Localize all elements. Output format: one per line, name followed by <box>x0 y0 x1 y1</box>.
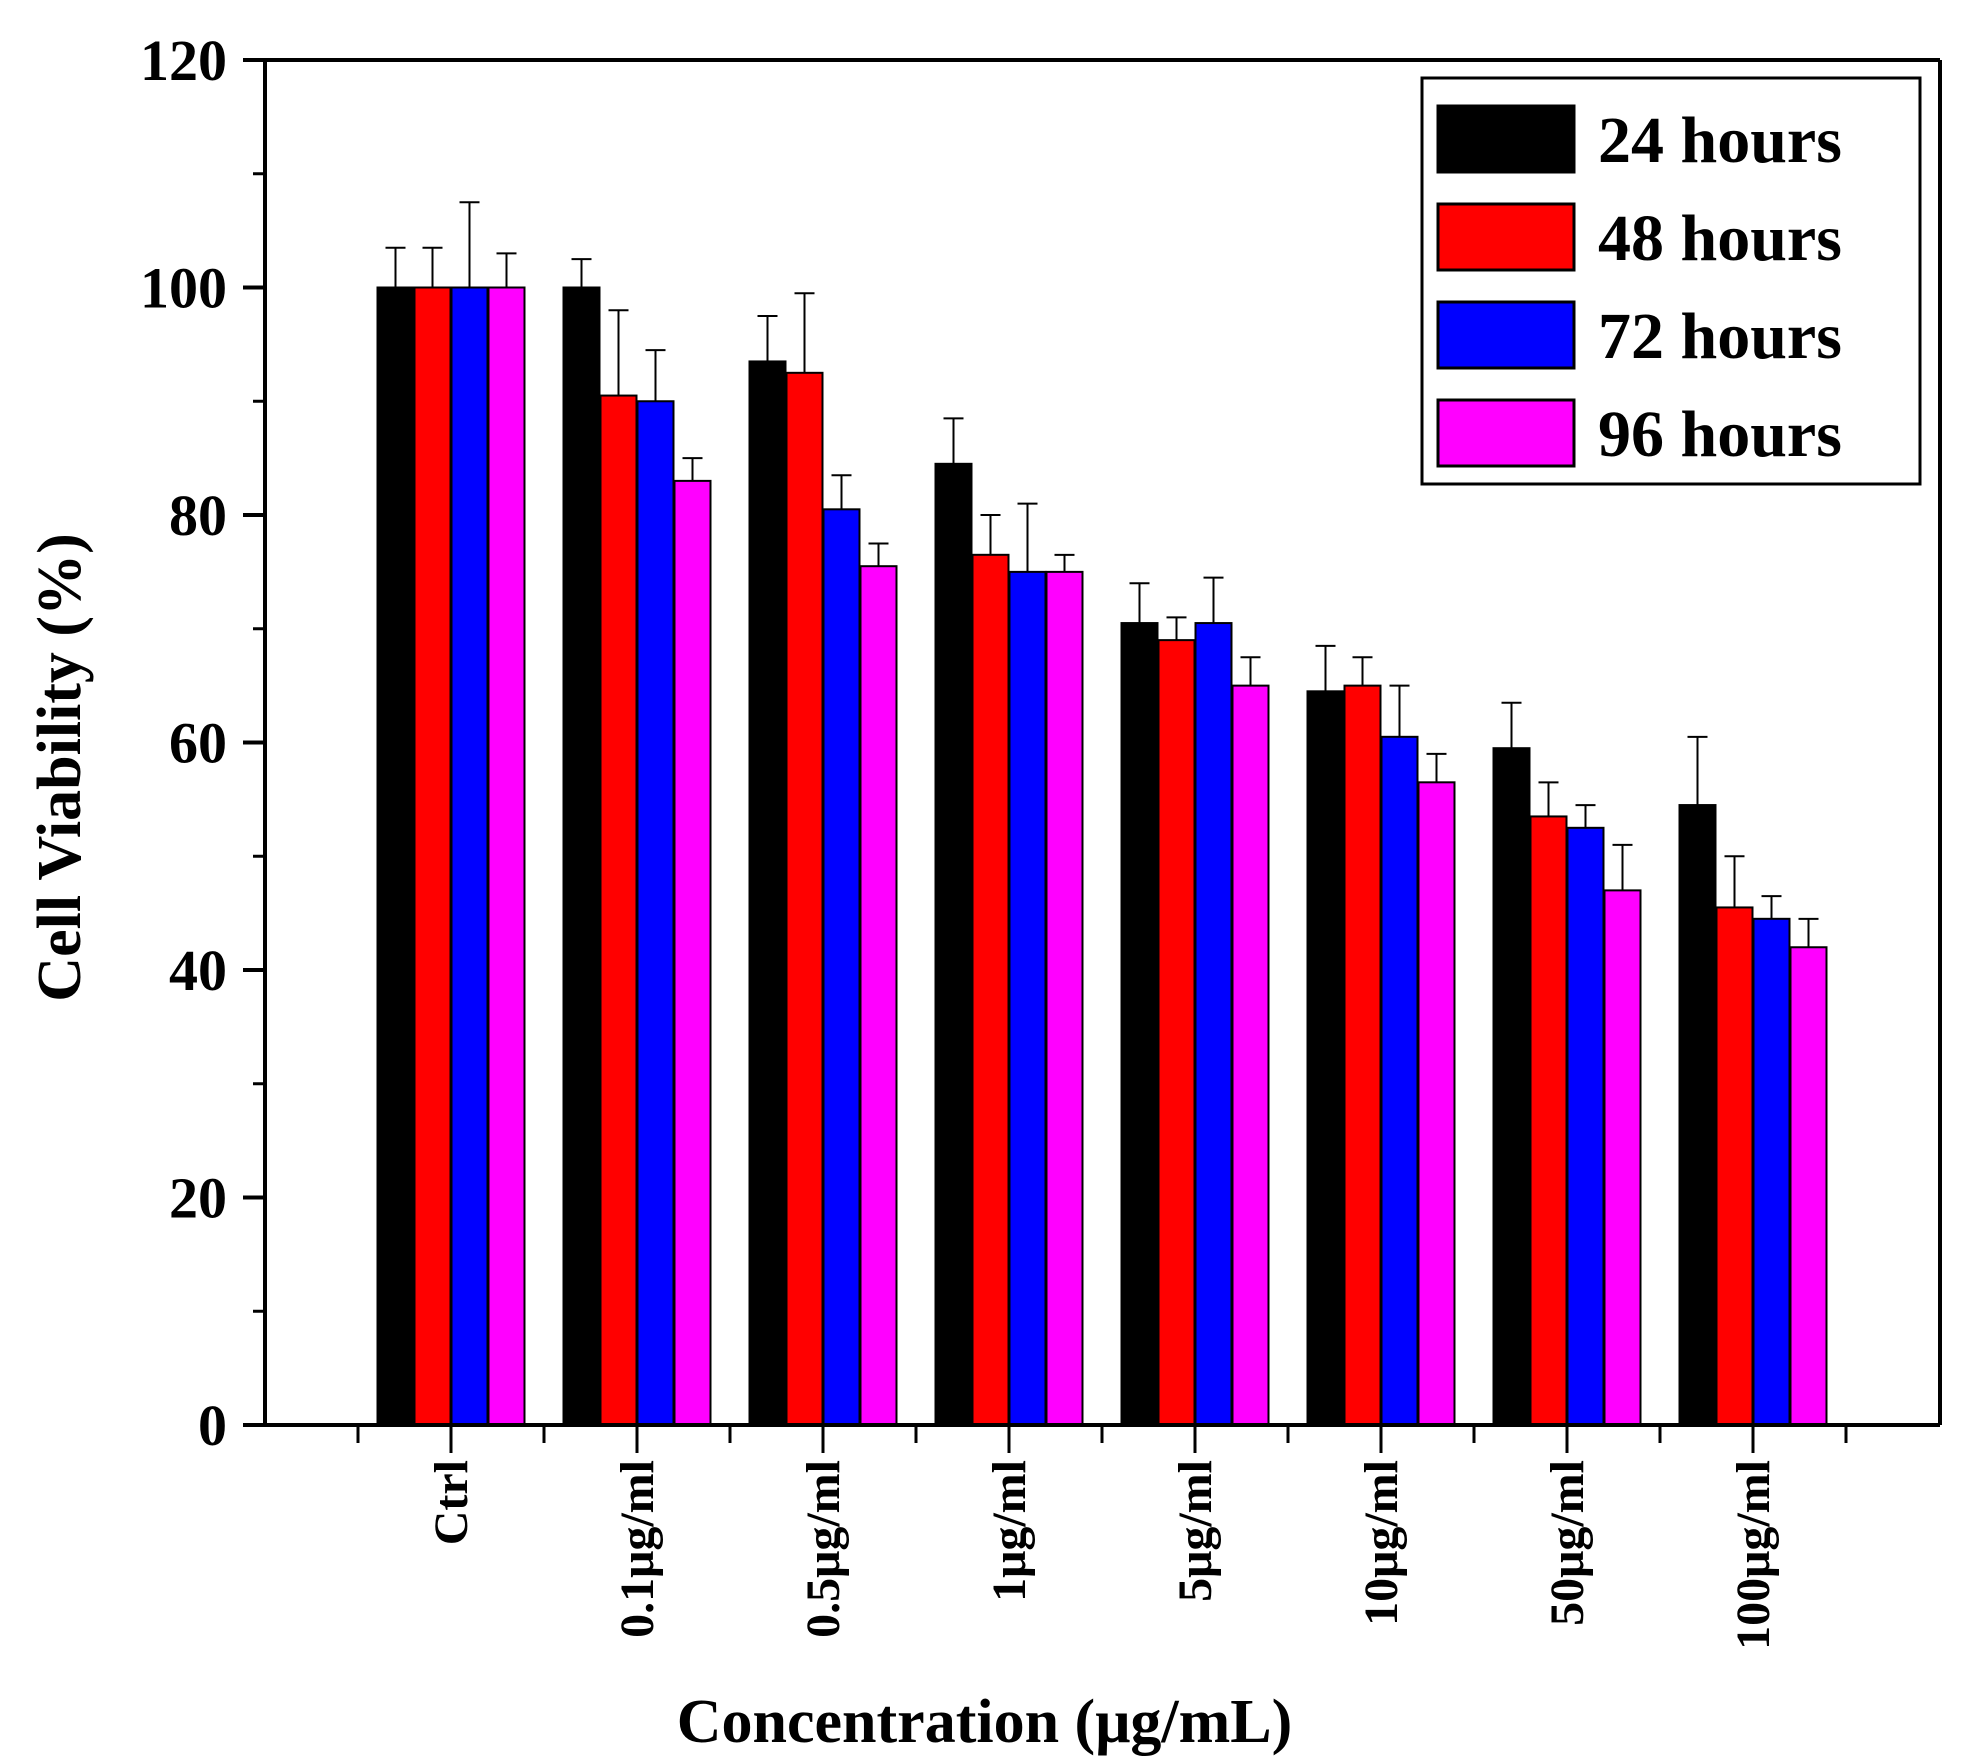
x-tick-label: Ctrl <box>425 1460 478 1545</box>
bar-96-hours-5 <box>1417 781 1456 1426</box>
error-bars <box>385 201 1819 948</box>
x-tick-label: 0.1μg/ml <box>611 1460 664 1638</box>
x-tick-label: 1μg/ml <box>983 1460 1036 1602</box>
x-tick-label: 100μg/ml <box>1727 1460 1780 1650</box>
y-tick-label: 40 <box>169 938 227 1003</box>
legend: 24 hours 48 hours 72 hours 96 hours <box>1420 76 1922 486</box>
x-axis-title: Concentration (μg/mL) <box>677 1688 1292 1756</box>
bar-96-hours-2 <box>859 565 898 1426</box>
bar-96-hours-1 <box>673 479 712 1426</box>
bar-72-hours-6 <box>1566 826 1605 1426</box>
bar-72-hours-2 <box>822 508 861 1426</box>
legend-swatch-72-hours <box>1436 300 1576 370</box>
bar-48-hours-4 <box>1157 639 1196 1426</box>
bar-24-hours-5 <box>1306 690 1345 1426</box>
bar-96-hours-6 <box>1603 889 1642 1426</box>
bar-48-hours-5 <box>1343 684 1382 1426</box>
bar-48-hours-6 <box>1529 815 1568 1426</box>
legend-label-24-hours: 24 hours <box>1598 104 1842 177</box>
legend-swatch-96-hours <box>1436 398 1576 468</box>
y-axis-ticks: 0 20 40 60 80 100 120 <box>140 28 265 1458</box>
bar-24-hours-3 <box>934 462 973 1426</box>
bar-72-hours-3 <box>1008 570 1047 1426</box>
bar-72-hours-4 <box>1194 622 1233 1426</box>
plot-area <box>376 286 1828 1426</box>
bar-48-hours-2 <box>785 371 824 1426</box>
bar-72-hours-7 <box>1752 917 1791 1426</box>
y-tick-label: 80 <box>169 483 227 548</box>
x-tick-label: 0.5μg/ml <box>797 1460 850 1638</box>
bar-96-hours-4 <box>1231 684 1270 1426</box>
y-tick-label: 100 <box>140 256 227 321</box>
bar-24-hours-4 <box>1120 622 1159 1426</box>
bar-72-hours-1 <box>636 400 675 1426</box>
bar-96-hours-7 <box>1789 946 1828 1426</box>
bar-72-hours-5 <box>1380 735 1419 1426</box>
bar-24-hours-6 <box>1492 747 1531 1426</box>
bar-48-hours-7 <box>1715 906 1754 1426</box>
y-axis-title: Cell Viability (%) <box>26 533 94 1001</box>
bar-72-hours-0 <box>450 286 489 1426</box>
bar-24-hours-1 <box>562 286 601 1426</box>
legend-label-48-hours: 48 hours <box>1598 202 1842 275</box>
bar-48-hours-0 <box>413 286 452 1426</box>
x-tick-label: 10μg/ml <box>1355 1460 1408 1626</box>
y-tick-label: 0 <box>198 1393 227 1458</box>
legend-swatch-24-hours <box>1436 104 1576 174</box>
legend-label-72-hours: 72 hours <box>1598 300 1842 373</box>
y-tick-label: 60 <box>169 711 227 776</box>
bar-48-hours-3 <box>971 553 1010 1426</box>
bar-96-hours-3 <box>1045 570 1084 1426</box>
bar-48-hours-1 <box>599 394 638 1426</box>
legend-label-96-hours: 96 hours <box>1598 398 1842 471</box>
x-tick-label: 5μg/ml <box>1169 1460 1222 1602</box>
legend-swatch-48-hours <box>1436 202 1576 272</box>
bar-24-hours-2 <box>748 360 787 1426</box>
y-tick-label: 20 <box>169 1166 227 1231</box>
bar-24-hours-0 <box>376 286 415 1426</box>
y-tick-label: 120 <box>140 28 227 93</box>
bar-96-hours-0 <box>487 286 526 1426</box>
x-axis-ticks: Ctrl 0.1μg/ml 0.5μg/ml 1μg/ml 5μg/ml 10μg/ml 5… <box>356 1425 1848 1650</box>
bar-24-hours-7 <box>1678 804 1717 1426</box>
x-tick-label: 50μg/ml <box>1541 1460 1594 1626</box>
